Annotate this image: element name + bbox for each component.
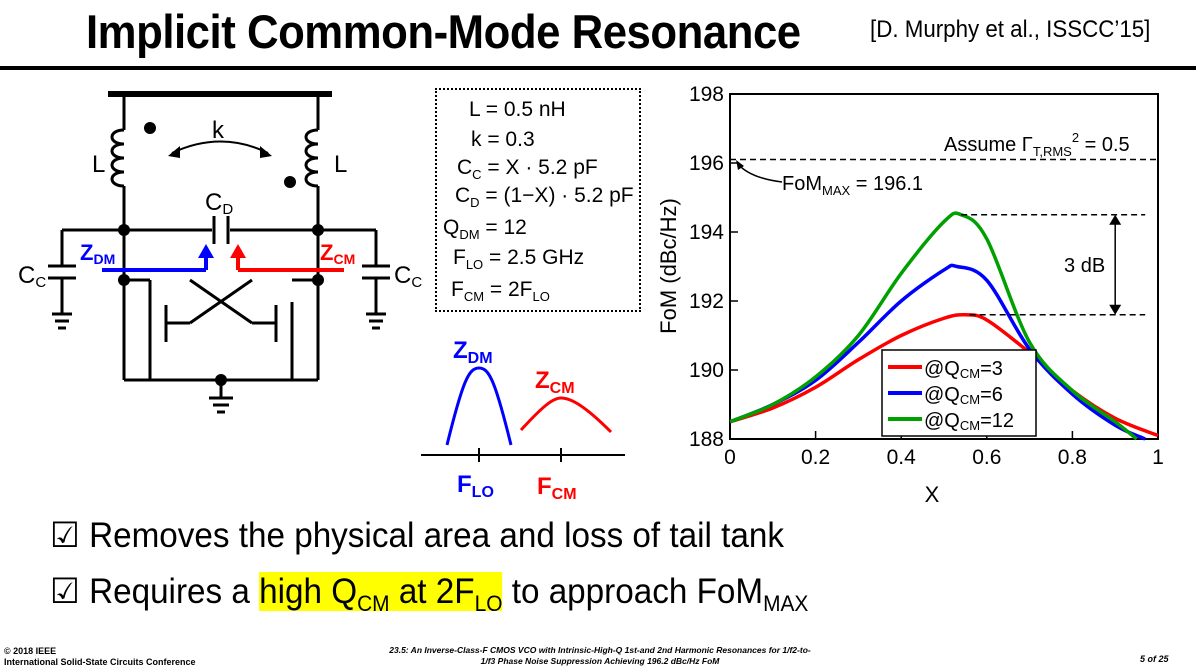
chart-legend: @QCM=3 @QCM=6 @QCM=12 [881, 349, 1037, 437]
zdm-arrow [102, 254, 208, 272]
footer-paper-title: 23.5: An Inverse-Class-F CMOS VCO with I… [389, 645, 811, 666]
checkbox-icon: ☑ [50, 572, 80, 611]
inductor-left [110, 128, 125, 188]
page-number: 5 of 25 [1140, 654, 1169, 664]
legend-qcm6: @QCM=6 [924, 384, 1003, 407]
bullet-2: ☑ Requires a high QCM at 2FLO to approac… [50, 572, 809, 616]
cap-left-label: CC [18, 262, 46, 291]
inductor-right-label: L [334, 151, 347, 178]
y-tick-label: 196 [689, 152, 724, 175]
y-axis-label: FoM (dBc/Hz) [656, 198, 681, 334]
cap-right-label: CC [394, 262, 422, 291]
assume-annotation: Assume ΓT,RMS2 = 0.5 [944, 130, 1130, 159]
x-axis-label: X [925, 482, 940, 507]
param-l: L = 0.5 nH [469, 98, 566, 121]
cap-d-label: CD [205, 189, 233, 218]
inductor-right [304, 128, 319, 188]
x-tick-label: 0.2 [801, 446, 830, 469]
zdm-peak [445, 366, 513, 446]
sketch-zdm-label: ZDM [453, 337, 493, 367]
x-tick-label: 0 [724, 446, 736, 469]
series-layer [729, 211, 1159, 441]
sketch-flo-label: FLO [457, 471, 494, 501]
slide-title: Implicit Common-Mode Resonance [86, 5, 801, 58]
reference-citation: [D. Murphy et al., ISSCC’15] [870, 16, 1151, 43]
zcm-peak [519, 396, 613, 434]
x-tick-label: 1 [1152, 446, 1164, 469]
y-tick-label: 188 [689, 428, 724, 451]
plot-frame [729, 93, 1159, 440]
param-fcm: FCM = 2FLO [451, 278, 550, 305]
param-k: k = 0.3 [471, 128, 535, 151]
y-tick-label: 190 [689, 359, 724, 382]
legend-qcm12: @QCM=12 [924, 410, 1014, 433]
axis-ticks: 0 0.2 0.4 0.6 0.8 1 188 190 192 194 196 198 [689, 83, 1164, 469]
zdm-label: ZDM [80, 240, 115, 267]
y-tick-label: 192 [689, 290, 724, 313]
sketch-zcm-label: ZCM [535, 367, 575, 397]
y-tick-label: 194 [689, 221, 724, 244]
fom-chart: 0 0.2 0.4 0.6 0.8 1 188 190 192 194 196 198 Assume … [656, 83, 1164, 507]
param-cc: CC = X · 5.2 pF [457, 156, 598, 183]
three-db-marker [961, 214, 1146, 316]
checkbox-icon: ☑ [50, 516, 80, 555]
y-tick-label: 198 [689, 83, 724, 106]
x-tick-label: 0.8 [1058, 446, 1087, 469]
parameter-box: L = 0.5 nH k = 0.3 CC = X · 5.2 pF CD = … [435, 88, 641, 312]
fommax-annotation: FoMMAX = 196.1 [782, 173, 923, 198]
param-flo: FLO = 2.5 GHz [453, 246, 585, 273]
series-line--qcm-12 [729, 211, 1138, 441]
coupling-arc [171, 140, 269, 154]
param-qdm: QDM = 12 [443, 216, 527, 243]
highlight-text: high QCM at 2FLO [259, 572, 503, 616]
title-rule [0, 66, 1196, 70]
vco-schematic: L L k CD CC CC ZDM ZCM [18, 91, 422, 414]
fommax-pointer [737, 163, 783, 183]
series-line--qcm-6 [729, 263, 1146, 441]
resonance-sketch: ZDM ZCM FLO FCM [421, 337, 625, 503]
three-db-label: 3 dB [1064, 255, 1105, 277]
param-cd: CD = (1−X) · 5.2 pF [455, 184, 634, 211]
footer-org: © 2018 IEEE International Solid-State Ci… [4, 646, 196, 667]
x-tick-label: 0.6 [972, 446, 1001, 469]
sketch-fcm-label: FCM [537, 473, 577, 503]
legend-qcm3: @QCM=3 [924, 358, 1003, 381]
bullet-1: ☑ Removes the physical area and loss of … [50, 516, 784, 555]
inductor-left-label: L [92, 151, 105, 178]
zcm-label: ZCM [320, 240, 355, 267]
coupling-label: k [212, 117, 225, 144]
x-tick-label: 0.4 [887, 446, 917, 469]
